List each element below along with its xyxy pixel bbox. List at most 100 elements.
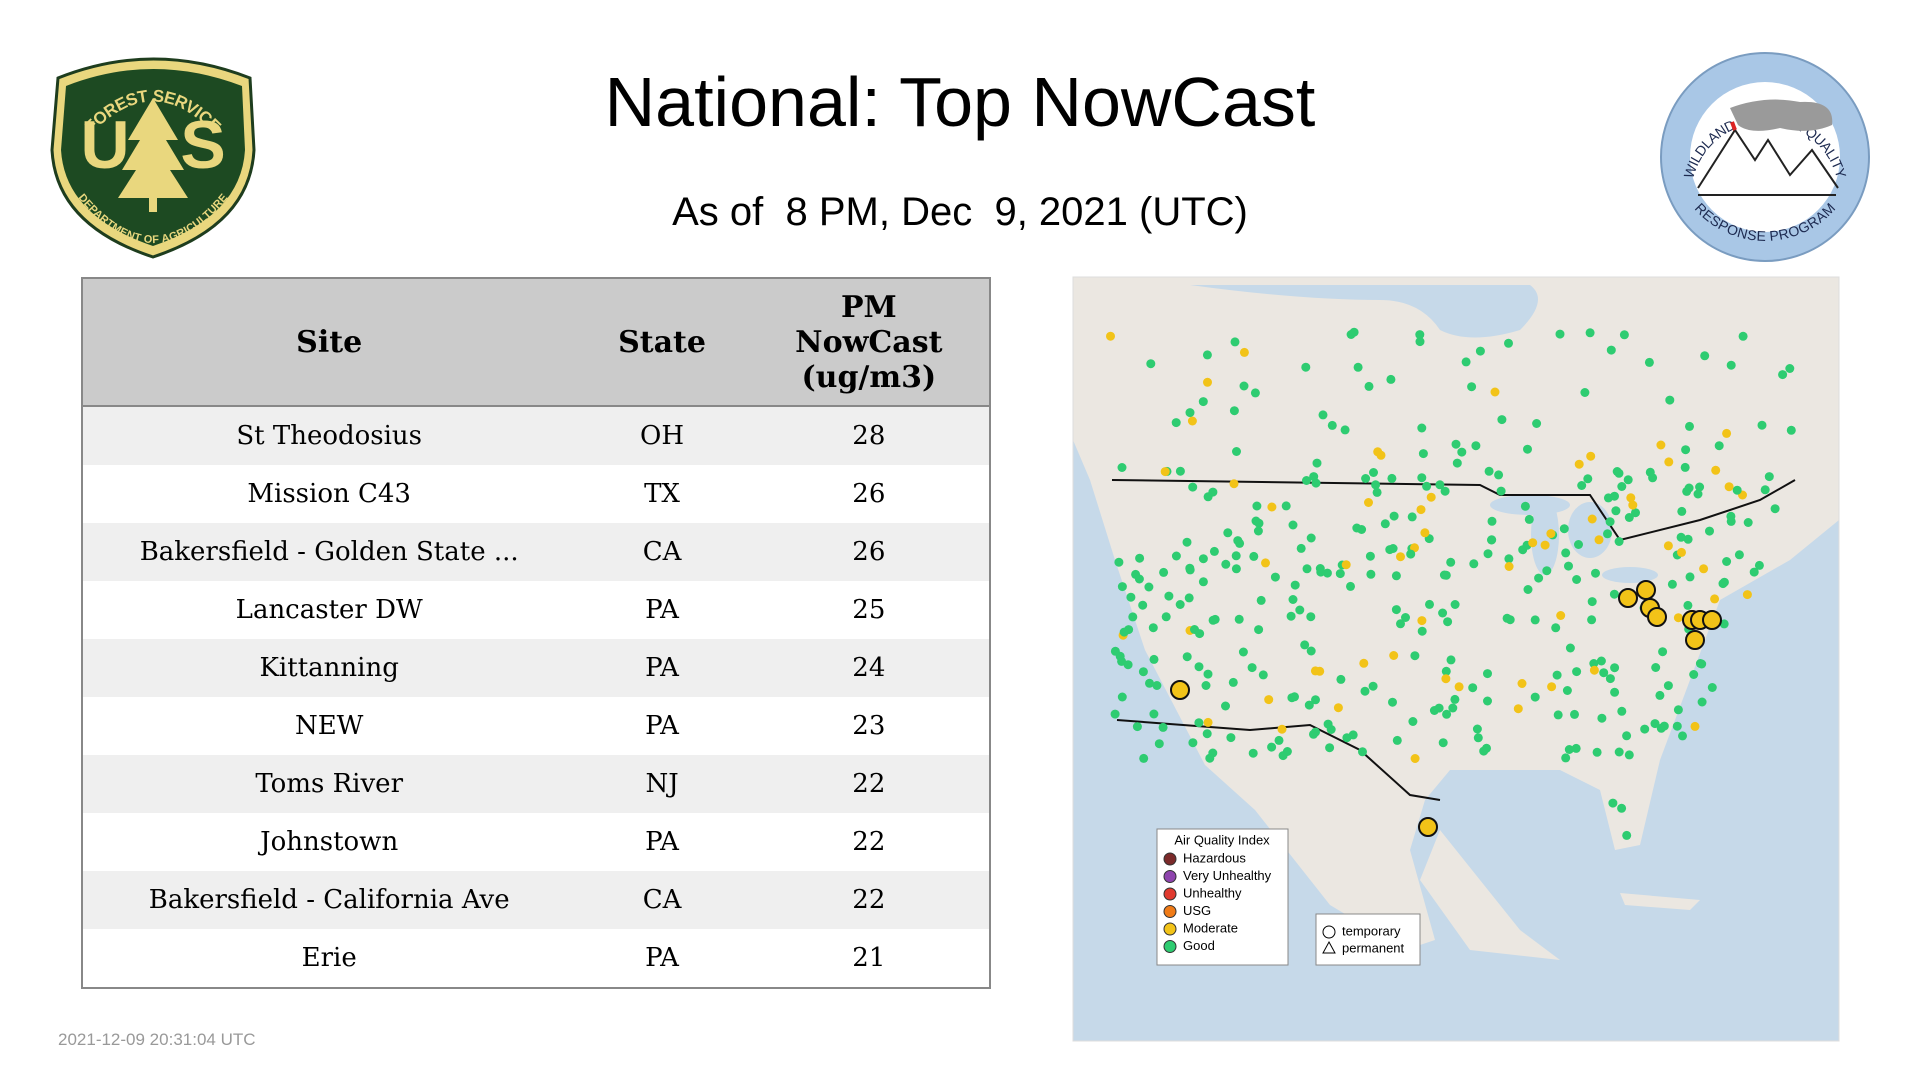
station-dot	[1457, 447, 1467, 457]
station-dot	[1239, 381, 1249, 391]
station-dot	[1341, 560, 1351, 570]
station-dot	[1487, 516, 1497, 526]
station-dot	[1256, 595, 1266, 605]
station-dot	[1722, 557, 1732, 566]
station-dot	[1611, 506, 1621, 516]
station-dot	[1198, 554, 1208, 564]
station-dot	[1786, 425, 1796, 435]
station-dot	[1697, 659, 1707, 669]
station-dot	[1572, 575, 1582, 584]
legend-label: Moderate	[1183, 920, 1238, 935]
station-dot	[1587, 615, 1597, 625]
station-dot	[1442, 709, 1452, 719]
station-dot	[1117, 463, 1127, 472]
station-dot	[1710, 594, 1720, 604]
station-dot	[1250, 388, 1260, 398]
border	[1111, 479, 1796, 801]
station-dot	[1145, 678, 1154, 688]
station-dot	[1553, 710, 1563, 720]
station-dot	[1655, 690, 1665, 700]
table-row: Lancaster DW PA 25	[82, 581, 990, 639]
station-dot	[1596, 656, 1606, 666]
station-dot	[1677, 506, 1687, 516]
station-dot	[1605, 517, 1615, 527]
station-dot	[1678, 731, 1687, 741]
station-dot	[1288, 520, 1298, 530]
station-dot	[1333, 703, 1343, 713]
station-dot	[1110, 646, 1120, 656]
station-dot	[1475, 346, 1485, 356]
station-dot	[1267, 742, 1277, 752]
station-dot	[1605, 674, 1615, 684]
station-dot	[1161, 612, 1171, 622]
station-dot	[1175, 466, 1185, 476]
station-dot	[1617, 803, 1627, 813]
legend-swatch	[1163, 852, 1177, 866]
station-dot	[1184, 593, 1194, 603]
station-dot	[1277, 724, 1287, 734]
station-dot	[1417, 626, 1427, 636]
top-site-marker	[1618, 588, 1638, 608]
station-dot	[1551, 623, 1561, 633]
nowcast-cell: 28	[748, 406, 990, 465]
station-dot	[1504, 562, 1514, 571]
station-dot	[1597, 713, 1607, 723]
station-dot	[1490, 387, 1500, 397]
station-dot	[1676, 532, 1686, 542]
station-dot	[1231, 551, 1241, 561]
station-dot	[1258, 670, 1268, 680]
station-dot	[1340, 425, 1350, 435]
station-dot	[1139, 753, 1149, 763]
station-dot	[1358, 747, 1367, 757]
state-cell: TX	[575, 465, 749, 523]
station-dot	[1286, 611, 1296, 621]
table-row: Mission C43 TX 26	[82, 465, 990, 523]
table-row: Bakersfield - Golden State ... CA 26	[82, 523, 990, 581]
station-dot	[1561, 548, 1571, 558]
station-dot	[1594, 535, 1604, 545]
station-dot	[1149, 709, 1159, 719]
station-dot	[1335, 569, 1345, 579]
station-dot	[1624, 750, 1634, 760]
station-dot	[1154, 739, 1164, 749]
station-dot	[1683, 600, 1693, 610]
station-dot	[1117, 656, 1127, 666]
station-dot	[1714, 441, 1724, 451]
station-dot	[1664, 457, 1674, 467]
station-dot	[1738, 331, 1748, 341]
station-dot	[1306, 533, 1316, 543]
table-row: Kittanning PA 24	[82, 639, 990, 697]
station-dot	[1546, 529, 1556, 539]
station-dot	[1693, 489, 1703, 499]
station-dot	[1315, 666, 1325, 676]
station-dot	[1722, 428, 1732, 438]
station-dot	[1785, 364, 1795, 373]
station-dot	[1198, 397, 1208, 407]
station-dot	[1451, 439, 1461, 449]
station-dot	[1583, 474, 1593, 484]
station-dot	[1391, 571, 1401, 581]
station-dot	[1417, 473, 1427, 483]
station-dot	[1429, 706, 1439, 715]
station-dot	[1342, 733, 1352, 743]
legend-box	[1315, 913, 1421, 966]
top-site-marker	[1685, 630, 1705, 650]
station-dot	[1346, 330, 1356, 339]
station-dot	[1473, 733, 1483, 743]
top-site-marker	[1418, 817, 1438, 837]
station-dot	[1316, 567, 1326, 577]
station-dot	[1117, 692, 1127, 702]
station-dot	[1202, 729, 1212, 739]
station-dot	[1387, 473, 1397, 483]
station-dot	[1547, 682, 1557, 692]
station-dot	[1249, 551, 1259, 561]
legend-title: Air Quality Index	[1174, 832, 1270, 847]
station-dot	[1497, 415, 1507, 425]
station-dot	[1152, 681, 1162, 690]
station-dot	[1441, 666, 1451, 676]
site-cell: St Theodosius	[82, 406, 576, 465]
station-dot	[1665, 395, 1675, 405]
station-dot	[1209, 546, 1219, 556]
station-dot	[1323, 719, 1333, 729]
header-row: Site State PM NowCast (ug/m3)	[82, 278, 990, 407]
